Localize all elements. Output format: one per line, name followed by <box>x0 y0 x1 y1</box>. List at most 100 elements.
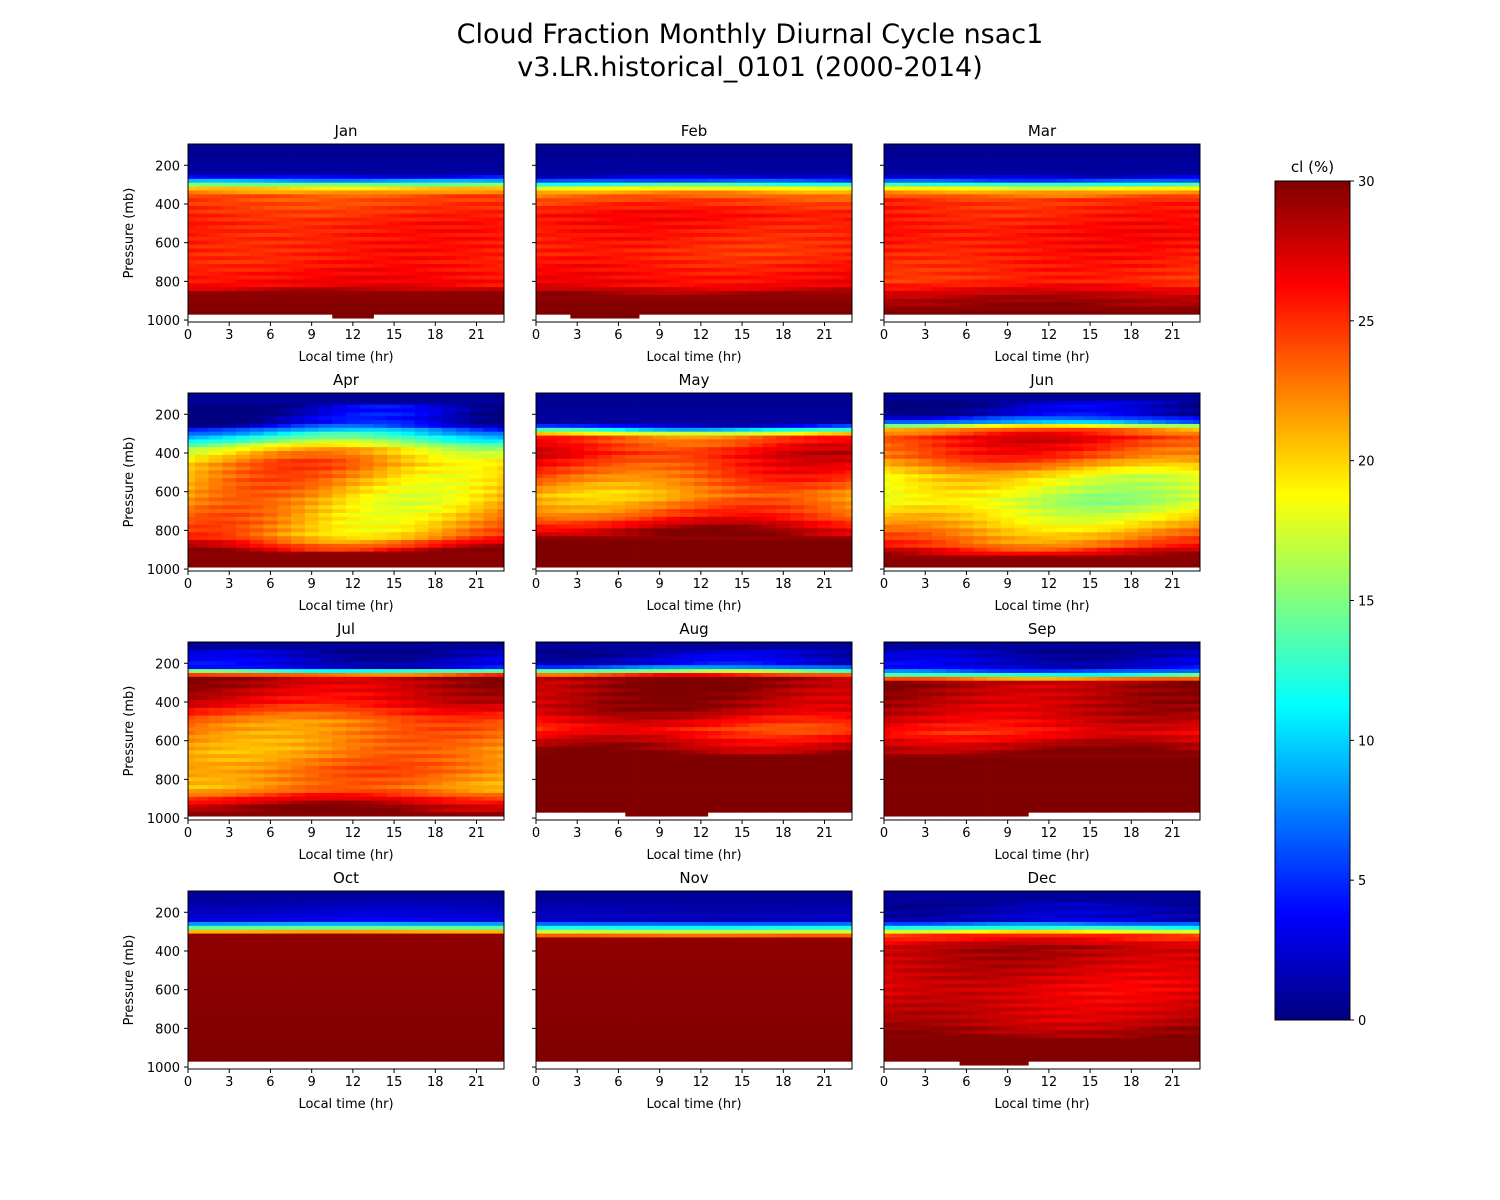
heatmap-cell <box>222 240 237 246</box>
heatmap-cell <box>556 412 571 417</box>
heatmap-cell <box>817 225 832 230</box>
heatmap-cell <box>721 287 736 292</box>
heatmap-cell <box>680 451 695 456</box>
heatmap-cell <box>1193 291 1201 296</box>
heatmap-cell <box>332 186 347 191</box>
heatmap-cell <box>536 393 544 398</box>
heatmap-cell <box>932 186 947 191</box>
heatmap-cell <box>318 310 333 315</box>
heatmap-cell <box>318 240 333 246</box>
heatmap-cell <box>556 275 571 280</box>
heatmap-cell <box>945 221 960 226</box>
x-tick-label: 6 <box>266 577 274 592</box>
heatmap-cell <box>188 198 196 203</box>
heatmap-cell <box>721 182 736 187</box>
heatmap-cell <box>194 528 210 533</box>
heatmap-cell <box>318 267 333 273</box>
heatmap-cell <box>625 543 640 549</box>
heatmap-cell <box>831 244 846 249</box>
heatmap-cell <box>469 485 484 491</box>
heatmap-cell <box>208 485 223 491</box>
heatmap-cell <box>373 271 388 276</box>
heatmap-cell <box>584 178 599 184</box>
heatmap-cell <box>790 190 805 195</box>
heatmap-cell <box>428 252 443 257</box>
heatmap-cell <box>584 244 599 249</box>
heatmap-cell <box>469 155 484 160</box>
heatmap-cell <box>208 563 223 568</box>
heatmap-cell <box>208 547 223 553</box>
heatmap-cell <box>318 454 333 460</box>
heatmap-cell <box>1165 190 1180 195</box>
heatmap-cell <box>611 275 626 280</box>
heatmap-cell <box>584 167 599 172</box>
heatmap-cell <box>707 516 722 522</box>
heatmap-cell <box>1000 248 1015 253</box>
heatmap-cell <box>817 294 832 300</box>
heatmap-cell <box>694 524 709 529</box>
heatmap-cell <box>680 209 695 215</box>
heatmap-cell <box>536 466 544 471</box>
heatmap-cell <box>680 393 695 398</box>
heatmap-cell <box>387 298 402 304</box>
heatmap-cell <box>1193 263 1201 269</box>
heatmap-cell <box>1124 236 1139 242</box>
heatmap-cell <box>652 443 667 448</box>
heatmap-cell <box>455 263 471 269</box>
heatmap-cell <box>194 485 210 491</box>
heatmap-cell <box>1124 147 1139 153</box>
heatmap-cell <box>536 454 544 460</box>
heatmap-cell <box>194 474 210 479</box>
heatmap-cell <box>483 236 498 242</box>
heatmap-cell <box>194 400 210 406</box>
heatmap-cell <box>236 302 251 307</box>
heatmap-cell <box>497 271 505 276</box>
heatmap-cell <box>291 310 306 315</box>
heatmap-cell <box>694 190 709 195</box>
heatmap-cell <box>291 404 306 409</box>
heatmap-cell <box>570 252 585 257</box>
heatmap-cell <box>680 551 695 556</box>
heatmap-cell <box>263 213 278 218</box>
heatmap-cell <box>318 420 333 425</box>
heatmap-cell <box>414 244 429 249</box>
heatmap-cell <box>666 396 681 402</box>
heatmap-cell <box>208 174 223 180</box>
heatmap-cell <box>680 178 695 184</box>
heatmap-cell <box>373 221 388 226</box>
heatmap-cell <box>387 260 402 265</box>
heatmap-cell <box>570 447 585 452</box>
heatmap-cell <box>442 474 457 479</box>
heatmap-cell <box>735 240 750 246</box>
heatmap-cell <box>277 420 292 425</box>
x-tick-label: 18 <box>775 328 792 343</box>
heatmap-cell <box>694 263 709 269</box>
heatmap-cell <box>735 252 750 257</box>
heatmap-cell <box>584 190 599 195</box>
heatmap-cell <box>304 236 319 242</box>
heatmap-cell <box>442 536 457 541</box>
heatmap-cell <box>625 240 640 246</box>
heatmap-cell <box>652 462 667 467</box>
heatmap-cell <box>469 291 484 296</box>
heatmap-cell <box>1138 229 1153 234</box>
heatmap-cell <box>1014 260 1029 265</box>
heatmap-cell <box>1055 225 1070 230</box>
heatmap-cell <box>414 474 429 479</box>
heatmap-cell <box>304 194 319 199</box>
heatmap-cell <box>208 229 223 234</box>
heatmap-cell <box>680 310 695 315</box>
heatmap-cell <box>249 275 264 280</box>
heatmap-cell <box>291 279 306 284</box>
heatmap-cell <box>373 244 388 249</box>
heatmap-cell <box>536 205 544 211</box>
heatmap-cell <box>188 213 196 218</box>
heatmap-cell <box>291 256 306 261</box>
heatmap-cell <box>932 209 947 215</box>
heatmap-cell <box>584 393 599 398</box>
heatmap-cell <box>735 190 750 195</box>
heatmap-cell <box>1193 302 1201 307</box>
heatmap-cell <box>188 470 196 475</box>
heatmap-cell <box>1124 260 1139 265</box>
heatmap-cell <box>304 252 319 257</box>
